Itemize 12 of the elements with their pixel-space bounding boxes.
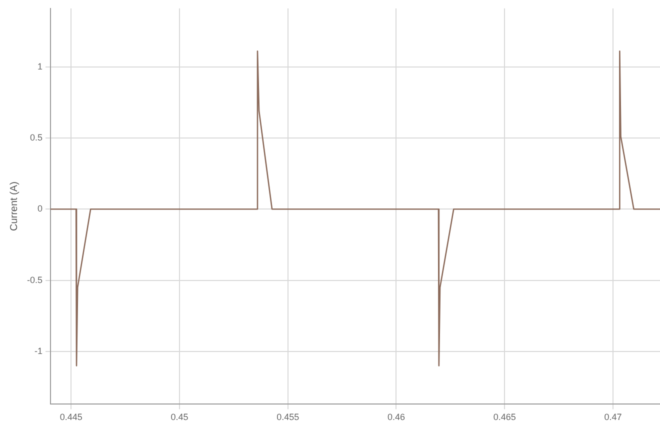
y-tick-label: 0: [37, 204, 43, 214]
x-tick-label: 0.46: [387, 412, 405, 422]
y-tick-label: -1: [34, 346, 43, 356]
y-tick-label: 0.5: [30, 132, 43, 142]
x-tick-label: 0.465: [493, 412, 516, 422]
x-tick-label: 0.45: [170, 412, 188, 422]
x-tick-label: 0.47: [604, 412, 622, 422]
y-tick-label: 1: [37, 61, 43, 72]
x-tick-label: 0.445: [60, 412, 82, 422]
x-tick-label: 0.455: [276, 412, 300, 422]
y-axis-title: Current (A): [8, 182, 20, 232]
y-tick-label: -0.5: [26, 274, 43, 285]
